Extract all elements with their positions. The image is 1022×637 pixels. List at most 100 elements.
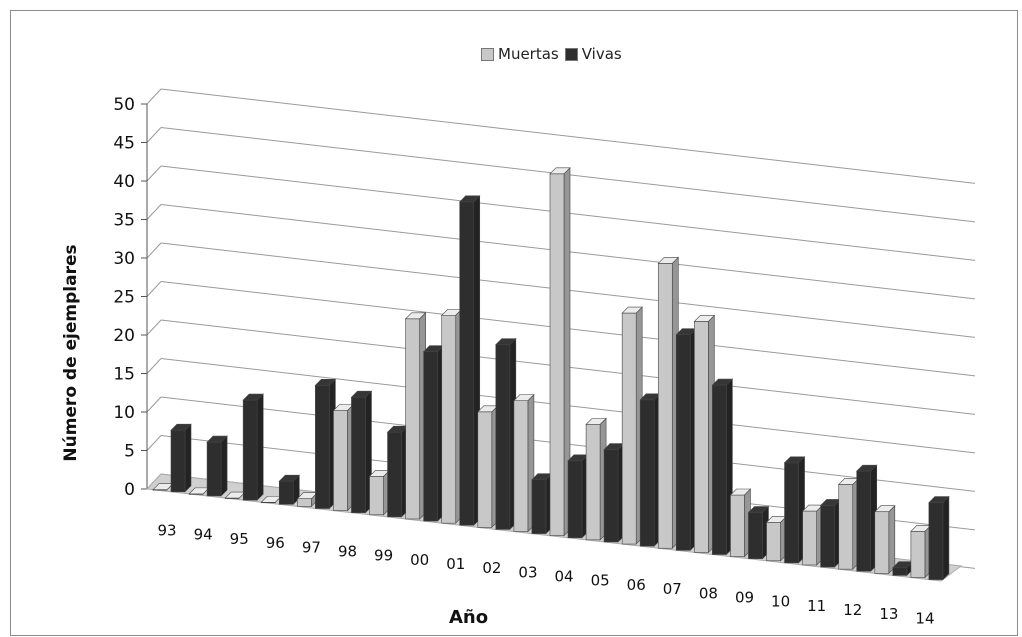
- y-tick-label: 30: [113, 249, 135, 269]
- x-tick-label: 94: [194, 526, 213, 544]
- bar-vivas-95: [243, 394, 263, 500]
- bar-front-face: [857, 471, 871, 571]
- y-tick-label: 20: [113, 326, 135, 346]
- bar-side-face: [221, 436, 227, 496]
- bar-front-face: [496, 345, 510, 530]
- x-tick-label: 99: [374, 547, 393, 565]
- x-tick-label: 12: [843, 601, 862, 619]
- bar-front-face: [279, 481, 293, 504]
- grid-side-segment: [147, 282, 161, 297]
- grid-side-segment: [147, 359, 161, 374]
- bar-muertas-11: [803, 505, 823, 565]
- bar-front-face: [333, 411, 347, 511]
- legend-label-muertas: Muertas: [498, 45, 559, 63]
- bar-vivas-93: [171, 424, 191, 492]
- x-tick-label: 07: [663, 580, 682, 598]
- bar-muertas-09: [730, 489, 750, 557]
- bar-vivas-00: [424, 346, 444, 521]
- bar-vivas-11: [821, 499, 841, 567]
- bar-vivas-08: [712, 379, 732, 554]
- legend-item-muertas: Muertas: [481, 45, 559, 63]
- bar-front-face: [748, 512, 762, 558]
- bar-muertas-01: [442, 309, 462, 523]
- bar-front-face: [604, 450, 618, 542]
- bar-front-face: [243, 400, 257, 500]
- y-axis-title: Número de ejemplares: [61, 244, 81, 461]
- bar-vivas-05: [604, 444, 624, 542]
- bar-muertas-14: [911, 525, 931, 577]
- x-tick-label: 10: [771, 593, 790, 611]
- grid-side-segment: [147, 205, 161, 220]
- x-tick-label: 95: [230, 530, 249, 548]
- bar-front-face: [821, 505, 835, 567]
- bar-vivas-03: [532, 474, 552, 534]
- bar-front-face: [712, 385, 726, 554]
- bar-side-face: [257, 394, 263, 500]
- bar-front-face: [568, 461, 582, 538]
- bar-front-face: [207, 442, 221, 496]
- bar-muertas-07: [658, 257, 678, 548]
- bar-front-face: [171, 430, 185, 492]
- x-tick-label: 13: [879, 605, 898, 623]
- bar-front-face: [640, 400, 654, 546]
- bar-front-face: [839, 484, 853, 569]
- bar-front-face: [315, 385, 329, 508]
- x-tick-label: 00: [410, 551, 429, 569]
- bar-front-face: [478, 412, 492, 527]
- bar-muertas-06: [622, 307, 642, 544]
- legend: Muertas Vivas: [481, 45, 628, 63]
- bar-muertas-12: [839, 478, 859, 569]
- bar-vivas-14: [929, 497, 949, 580]
- legend-label-vivas: Vivas: [582, 45, 622, 63]
- bar-vivas-97: [315, 379, 335, 508]
- bar-muertas-99: [370, 470, 390, 515]
- bar-front-face: [586, 424, 600, 540]
- legend-item-vivas: Vivas: [565, 45, 622, 63]
- y-tick-label: 35: [113, 211, 135, 231]
- x-tick-label: 97: [302, 538, 321, 556]
- x-tick-label: 01: [446, 555, 465, 573]
- y-tick-label: 0: [124, 480, 135, 500]
- bar-front-face: [442, 315, 456, 523]
- bar-front-face: [460, 202, 474, 525]
- y-tick-label: 10: [113, 403, 135, 423]
- x-tick-label: 06: [627, 576, 646, 594]
- bar-vivas-01: [460, 196, 480, 525]
- bar-front-face: [622, 313, 636, 544]
- bar-front-face: [730, 495, 744, 557]
- bar-vivas-06: [640, 394, 660, 546]
- x-tick-label: 02: [482, 559, 501, 577]
- bar-muertas-02: [478, 406, 498, 528]
- bar-side-face: [185, 424, 191, 492]
- grid-side-segment: [147, 320, 161, 335]
- bar-vivas-98: [351, 391, 371, 513]
- bar-muertas-08: [694, 315, 714, 552]
- bar-front-face: [893, 568, 907, 576]
- x-tick-label: 05: [591, 572, 610, 590]
- bar-front-face: [875, 512, 889, 574]
- chart-frame: 0 5 10 15 20 25 30 35 40 45 50 93 94 95 96 97 98 99 00 01 02…: [10, 10, 1018, 636]
- grid-side-segment: [147, 243, 161, 258]
- bar-side-face: [889, 506, 895, 574]
- grid-side-segment: [147, 89, 161, 104]
- bar-vivas-09: [748, 506, 768, 558]
- y-tick-label: 15: [113, 365, 135, 385]
- bars: [153, 168, 949, 580]
- x-axis-title: Año: [449, 607, 488, 628]
- grid-side-segment: [147, 436, 161, 451]
- grid-side-segment: [147, 128, 161, 143]
- bar-muertas-98: [333, 405, 353, 511]
- bar-muertas-10: [767, 516, 787, 561]
- bar-vivas-07: [676, 329, 696, 551]
- bar-front-face: [785, 463, 799, 563]
- bar-vivas-12: [857, 465, 877, 571]
- bar-muertas-04: [550, 168, 570, 536]
- x-tick-label: 98: [338, 542, 357, 560]
- bar-vivas-10: [785, 457, 805, 563]
- legend-swatch-muertas: [481, 48, 494, 61]
- bar-front-face: [297, 499, 311, 507]
- bar-front-face: [532, 480, 546, 534]
- y-tick-label: 25: [113, 288, 135, 308]
- x-tick-label: 03: [518, 563, 537, 581]
